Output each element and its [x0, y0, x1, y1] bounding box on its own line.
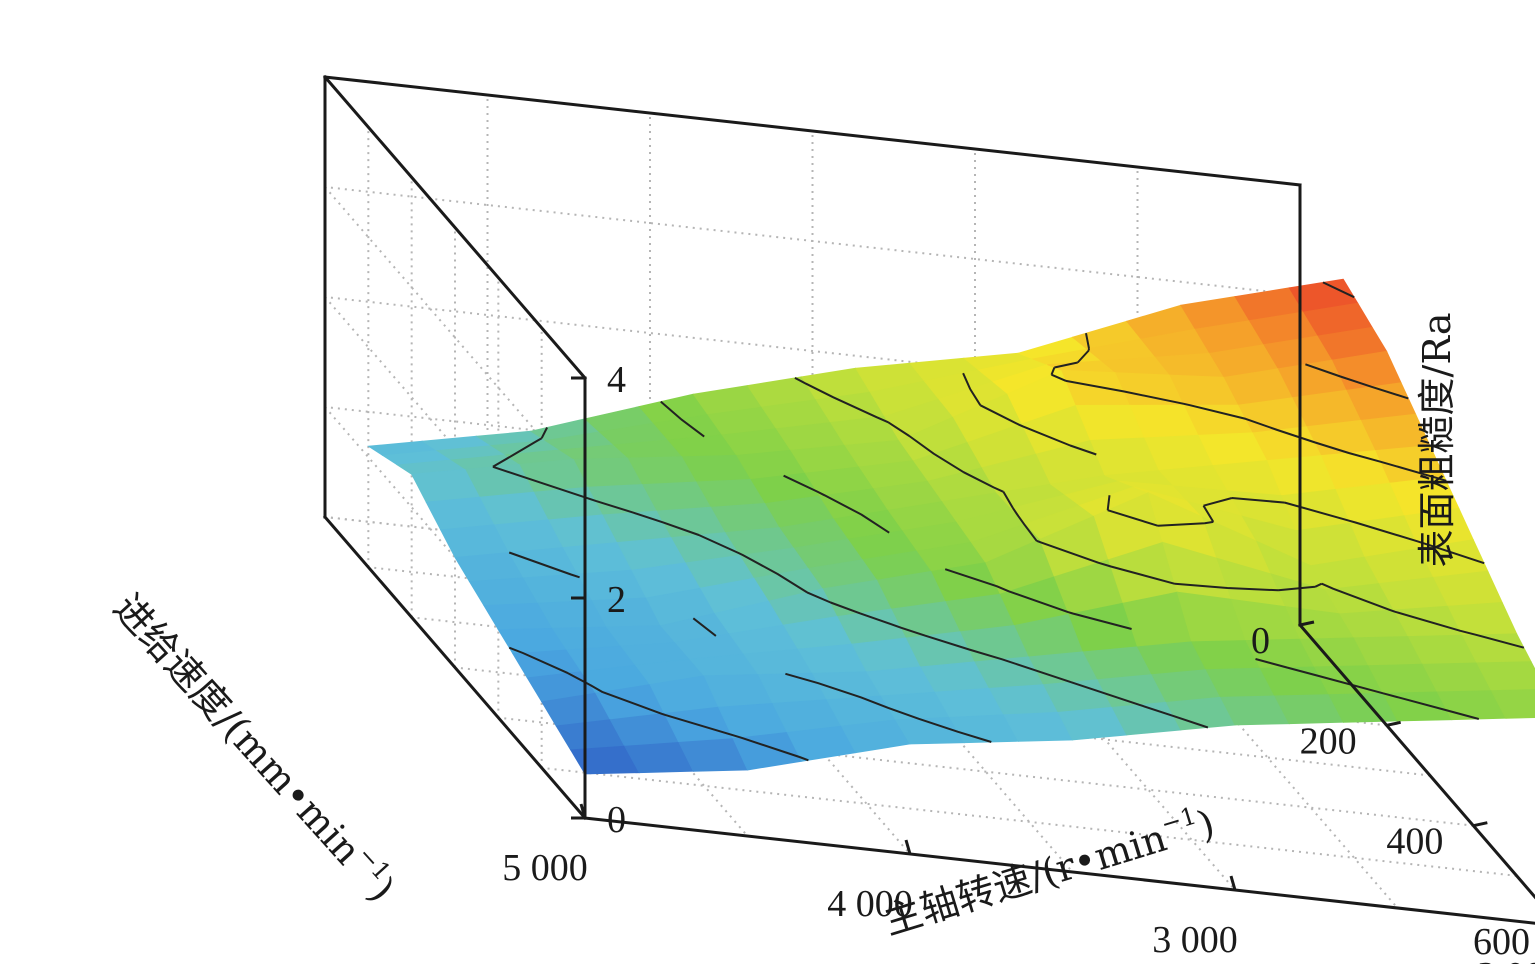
x-tick-mark — [904, 839, 912, 855]
surface-patch — [1490, 689, 1535, 719]
y-axis-label: 进给速度/(mm•min−1) — [105, 583, 406, 910]
contour-line — [1050, 333, 1447, 482]
contour-line — [508, 551, 992, 743]
contour-line — [794, 377, 1525, 649]
contour-line — [1305, 363, 1409, 400]
y-tick-mark — [1299, 620, 1315, 627]
x-tick-mark — [1229, 875, 1237, 891]
contour-line — [508, 646, 809, 762]
y-tick-mark — [1473, 821, 1488, 828]
axis-edge — [322, 74, 588, 381]
axis-edge — [322, 514, 588, 821]
x-tick-label: 2 000 — [1477, 955, 1535, 964]
axis-edge — [323, 75, 1302, 187]
grid-line — [498, 716, 1474, 827]
z-tick-label: 4 — [607, 359, 626, 401]
y-tick-mark — [1386, 720, 1401, 727]
x-tick-label: 4 000 — [827, 883, 913, 925]
y-tick-label: 600 — [1473, 921, 1530, 963]
y-tick-label: 0 — [1251, 620, 1270, 662]
z-axis-label: 表面粗糙度/Ra — [1415, 313, 1459, 568]
axis-edge — [583, 816, 1535, 925]
z-tick-label: 0 — [607, 799, 626, 841]
z-tick-label: 2 — [607, 579, 626, 621]
x-tick-label: 3 000 — [1152, 919, 1238, 961]
grid-line — [541, 766, 1517, 877]
surface — [367, 278, 1535, 775]
axis-edge — [1297, 622, 1535, 900]
contour-line — [962, 372, 1485, 565]
grid-line — [324, 186, 1301, 296]
y-tick-label: 200 — [1300, 720, 1357, 762]
axes-frame — [322, 74, 1535, 925]
tick-labels: 2 000 3 000 4 000 5 000 0 200 400 600 0 2 4 — [502, 359, 1535, 964]
grid-line — [324, 296, 1301, 406]
y-tick-label: 400 — [1386, 821, 1443, 863]
x-tick-label: 5 000 — [502, 847, 588, 889]
contour-line — [1322, 281, 1355, 299]
contour-line — [492, 427, 1209, 729]
x-tick-mark — [579, 803, 587, 819]
